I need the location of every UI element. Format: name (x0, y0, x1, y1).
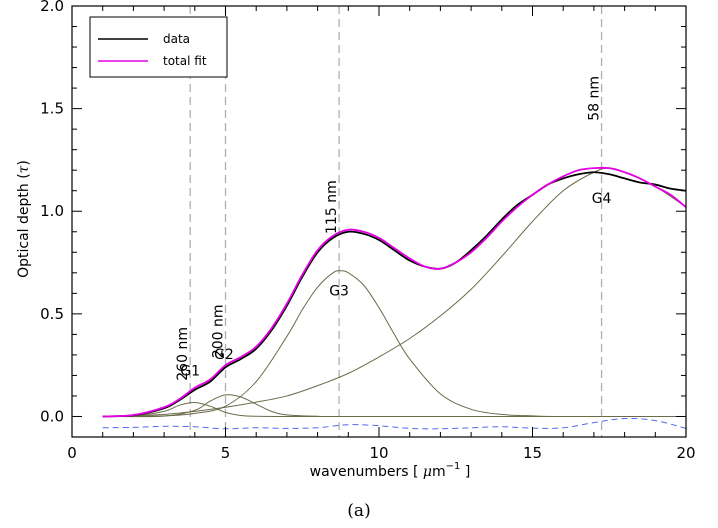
x-axis-label: wavenumbers [ μm−1 ] (310, 461, 471, 480)
component-label-G3: G3 (329, 283, 349, 299)
y-tick-label: 2.0 (40, 0, 64, 15)
y-tick-label: 0.0 (40, 407, 64, 425)
x-tick-label: 20 (676, 444, 695, 462)
y-axis-label: Optical depth (τ) (16, 160, 32, 278)
marker-lines (190, 6, 601, 437)
component-label-G1: G1 (180, 363, 200, 379)
marker-label-2: 115 nm (324, 180, 340, 234)
figure-caption: (a) (347, 501, 370, 521)
y-tick-label: 0.5 (40, 305, 64, 323)
component-label-G2: G2 (214, 347, 234, 363)
legend-label-data: data (163, 32, 190, 46)
y-tick-label: 1.0 (40, 202, 64, 220)
marker-label-3: 58 nm (587, 76, 603, 121)
x-tick-label: 15 (523, 444, 542, 462)
legend: data total fit (90, 17, 227, 77)
y-tick-label: 1.5 (40, 100, 64, 118)
component-label-G4: G4 (592, 191, 612, 207)
x-tick-label: 10 (369, 444, 388, 462)
legend-label-total-fit: total fit (163, 54, 207, 68)
legend-box (90, 17, 227, 77)
x-tick-label: 0 (67, 444, 77, 462)
x-tick-label: 5 (221, 444, 231, 462)
